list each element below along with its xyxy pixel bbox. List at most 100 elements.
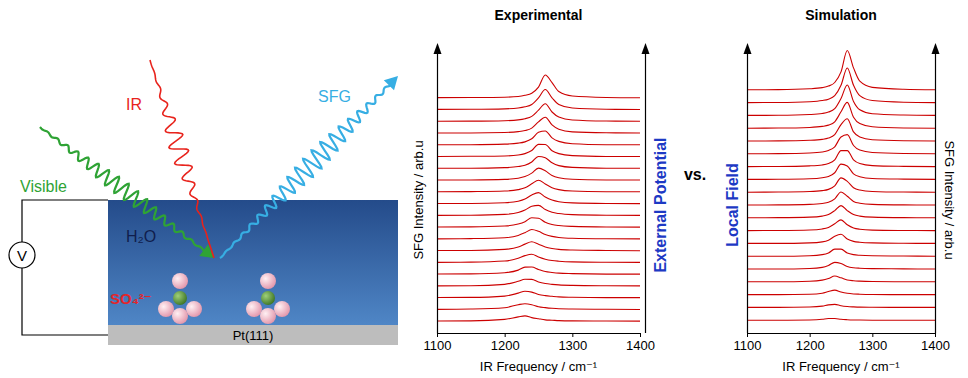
x-tick-label: 1200 [796, 338, 825, 353]
y-axis-arrowhead [932, 43, 940, 54]
chart-panel: Simulation 1100 1200 1300 1400 IR Frequency /… [724, 7, 957, 374]
spectrum-line [747, 290, 935, 294]
spectrum-line [747, 206, 935, 218]
spectrum-line [437, 242, 640, 251]
spectrum-line [437, 279, 640, 286]
spectrum-line [747, 249, 935, 256]
x-tick: 1100 [424, 333, 452, 353]
circuit-wire [22, 200, 108, 335]
x-axis-title: IR Frequency / cm⁻¹ [480, 359, 598, 374]
x-tick-mark [640, 333, 641, 337]
x-tick: 1400 [626, 333, 655, 353]
oxygen-atom [260, 273, 276, 289]
beam-label: SFG [318, 88, 351, 105]
side-arrowhead [642, 43, 650, 54]
electrode-label: Pt(111) [233, 328, 274, 343]
x-tick-label: 1200 [491, 338, 520, 353]
molecule [158, 273, 202, 324]
x-axis-line [748, 333, 936, 334]
chart-title: Experimental [495, 7, 583, 23]
x-tick-label: 1400 [921, 338, 950, 353]
spectrum-line [437, 180, 640, 192]
spectrum-line [437, 230, 640, 239]
x-tick-mark [872, 333, 873, 337]
spectrum-line [437, 104, 640, 122]
oxygen-atom [274, 301, 290, 317]
traces [437, 75, 640, 321]
adsorbate-label: SO₄²⁻ [110, 290, 152, 307]
oxygen-atom [260, 308, 276, 324]
spectrum-line [747, 119, 935, 141]
side-arrow-line [645, 49, 646, 333]
x-tick-mark [935, 333, 936, 337]
beam-arrowhead [384, 76, 398, 90]
y-axis-line [935, 46, 936, 334]
y-axis-title: SFG Intensity / arb.u [411, 140, 426, 259]
x-tick: 1100 [734, 333, 762, 353]
beam-wave [220, 83, 392, 258]
spectrum-line [437, 267, 640, 274]
voltmeter [9, 242, 35, 268]
y-axis [935, 46, 936, 334]
electrolyte [108, 200, 398, 325]
spectrum-line [437, 144, 640, 156]
x-tick-label: 1300 [858, 338, 887, 353]
oxygen-atom [246, 301, 262, 317]
x-axis: 1100 1200 1300 1400 [734, 333, 950, 353]
side-arrow-line [747, 49, 748, 333]
x-tick-label: 1400 [626, 338, 655, 353]
spectrum-line [437, 75, 640, 98]
spectrum-line [437, 205, 640, 215]
spectrum-line [437, 168, 640, 180]
x-axis-title: IR Frequency / cm⁻¹ [782, 359, 900, 374]
beam-visible: Visible [20, 127, 214, 258]
traces [747, 51, 935, 321]
y-axis-title: SFG Intensity / arb.u [942, 140, 957, 259]
spectrum-line [747, 135, 935, 154]
figure: V Pt(111) H₂O SO₄²⁻ Visible IR SFG Experimental… [0, 0, 968, 378]
spectrum-line [437, 304, 640, 310]
y-axis-arrowhead [434, 43, 442, 54]
molecule [246, 273, 290, 324]
y-axis [437, 46, 438, 334]
spectrum-line [437, 117, 640, 133]
spectrum-line [747, 262, 935, 269]
voltmeter-label: V [17, 247, 27, 264]
chart-title: Simulation [805, 7, 877, 23]
x-tick-mark [572, 333, 573, 337]
y-axis-line [437, 46, 438, 334]
spectrum-line [747, 220, 935, 231]
spectrum-line [747, 192, 935, 205]
x-tick-label: 1100 [734, 338, 762, 353]
spectrum-line [437, 156, 640, 168]
spectrum-line [747, 234, 935, 243]
x-tick: 1300 [858, 333, 887, 353]
x-tick-label: 1300 [558, 338, 587, 353]
spectrum-line [747, 51, 935, 90]
side-annotation: Local Field [724, 163, 741, 247]
beam-wave [150, 60, 214, 258]
x-tick-mark [505, 333, 506, 337]
spectrum-line [747, 319, 935, 321]
chart-panel: Experimental 1100 1200 1300 1400 IR Frequency… [411, 7, 669, 374]
side-annotation: External Potential [652, 137, 669, 272]
connector-label: vs. [684, 166, 706, 183]
spectrum-line [437, 218, 640, 227]
solvent-label: H₂O [126, 228, 156, 245]
x-tick: 1200 [491, 333, 520, 353]
x-tick-mark [810, 333, 811, 337]
x-axis: 1100 1200 1300 1400 [424, 333, 655, 353]
oxygen-atom [186, 301, 202, 317]
beam-ir: IR [126, 60, 214, 258]
beam-sfg: SFG [220, 76, 398, 258]
spectrum-line [437, 254, 640, 262]
side-arrowhead [744, 43, 752, 54]
beam-label: IR [126, 96, 142, 113]
spectrum-line [437, 193, 640, 204]
sulfur-atom [261, 291, 275, 305]
x-tick: 1200 [796, 333, 825, 353]
spectrum-line [747, 178, 935, 192]
sulfur-atom [173, 291, 187, 305]
spectrum-line [437, 291, 640, 297]
oxygen-atom [172, 273, 188, 289]
